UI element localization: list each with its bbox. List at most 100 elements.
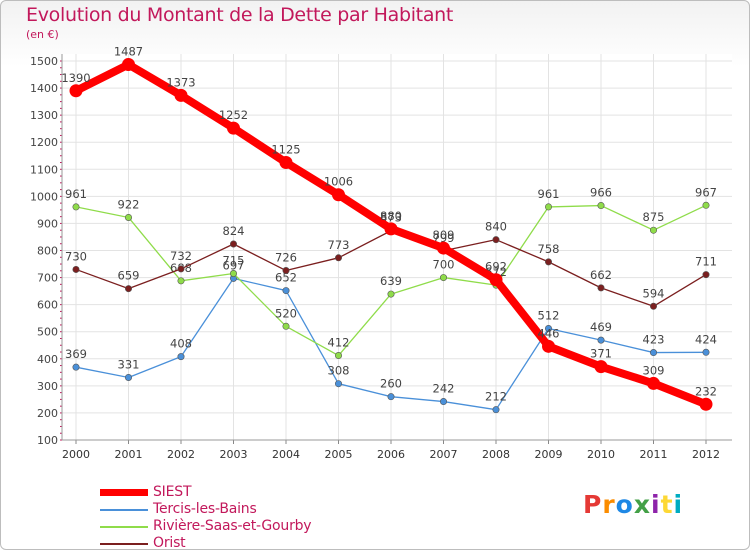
y-tick-label: 800 <box>37 245 58 258</box>
data-point-siest <box>279 156 293 170</box>
legend-swatch <box>100 509 148 511</box>
x-tick-label: 2006 <box>377 448 405 461</box>
data-point-siest <box>384 222 398 236</box>
data-point-tercis-les-bains <box>439 398 447 406</box>
data-label-siest: 809 <box>433 228 455 242</box>
data-point-siest <box>174 88 188 102</box>
logo-letter: x <box>633 490 651 519</box>
legend-label: Orist <box>153 535 186 551</box>
data-label-siest: 692 <box>485 260 507 274</box>
x-tick-label: 2001 <box>115 448 143 461</box>
data-label-siest: 1006 <box>324 175 353 189</box>
x-tick-label: 2000 <box>62 448 90 461</box>
data-point-tercis-les-bains <box>702 348 710 356</box>
data-label-tercis-les-bains: 369 <box>65 347 87 361</box>
data-label-riviere-saas-et-gourby: 639 <box>380 274 402 288</box>
data-point-tercis-les-bains <box>282 287 290 295</box>
data-label-riviere-saas-et-gourby: 520 <box>275 306 297 320</box>
data-label-tercis-les-bains: 697 <box>223 258 245 272</box>
data-point-riviere-saas-et-gourby <box>649 226 657 234</box>
data-label-orist: 799 <box>433 231 455 245</box>
x-tick-label: 2009 <box>535 448 563 461</box>
data-point-orist <box>230 240 238 248</box>
data-point-riviere-saas-et-gourby <box>439 274 447 282</box>
data-label-tercis-les-bains: 242 <box>433 382 455 396</box>
data-point-siest <box>489 273 503 287</box>
data-point-tercis-les-bains <box>177 353 185 361</box>
data-label-riviere-saas-et-gourby: 967 <box>695 185 717 199</box>
logo-letter: i <box>651 490 661 519</box>
data-label-siest: 1125 <box>271 143 300 157</box>
data-label-tercis-les-bains: 331 <box>118 357 140 371</box>
data-label-riviere-saas-et-gourby: 922 <box>118 197 140 211</box>
data-label-siest: 1373 <box>166 75 195 89</box>
y-tick-label: 1500 <box>30 55 58 68</box>
data-point-riviere-saas-et-gourby <box>702 201 710 209</box>
legend-label: Rivière-Saas-et-Gourby <box>153 518 312 534</box>
data-point-orist <box>282 267 290 275</box>
data-label-orist: 594 <box>643 286 665 300</box>
data-point-riviere-saas-et-gourby <box>72 203 80 211</box>
data-point-siest <box>594 360 608 374</box>
data-label-siest: 232 <box>695 384 717 398</box>
data-label-orist: 840 <box>485 220 507 234</box>
x-tick-label: 2011 <box>640 448 668 461</box>
legend-swatch <box>100 489 148 496</box>
chart-unit-label: (en €) <box>26 28 59 41</box>
data-point-riviere-saas-et-gourby <box>544 203 552 211</box>
data-point-orist <box>649 302 657 310</box>
x-tick-label: 2010 <box>587 448 615 461</box>
data-point-riviere-saas-et-gourby <box>282 322 290 330</box>
data-point-siest <box>122 58 135 72</box>
y-tick-label: 100 <box>37 434 58 447</box>
legend-label: SIEST <box>153 484 192 500</box>
data-point-riviere-saas-et-gourby <box>387 290 395 298</box>
data-point-tercis-les-bains <box>125 373 133 381</box>
data-label-siest: 446 <box>538 326 560 340</box>
data-label-orist: 711 <box>695 255 717 269</box>
data-label-tercis-les-bains: 469 <box>590 320 612 334</box>
data-label-tercis-les-bains: 408 <box>170 337 192 351</box>
data-point-orist <box>702 271 710 279</box>
data-point-riviere-saas-et-gourby <box>230 270 238 278</box>
logo-letter: o <box>615 490 634 519</box>
data-label-orist: 659 <box>118 269 140 283</box>
data-point-siest <box>332 188 345 202</box>
data-point-tercis-les-bains <box>649 349 657 357</box>
logo-letter: P <box>583 490 603 519</box>
data-label-tercis-les-bains: 212 <box>485 390 507 404</box>
data-label-orist: 730 <box>65 249 87 263</box>
logo-letter: r <box>602 490 616 519</box>
data-label-orist: 773 <box>328 238 350 252</box>
data-label-tercis-les-bains: 423 <box>643 333 665 347</box>
data-label-siest: 309 <box>643 363 665 377</box>
data-point-tercis-les-bains <box>334 380 342 388</box>
data-label-tercis-les-bains: 424 <box>695 332 717 346</box>
data-label-siest: 1252 <box>219 108 248 122</box>
data-label-orist: 726 <box>275 251 297 265</box>
x-tick-label: 2005 <box>325 448 353 461</box>
y-tick-label: 300 <box>37 380 58 393</box>
x-tick-label: 2008 <box>482 448 510 461</box>
y-tick-label: 1000 <box>30 190 58 203</box>
legend-swatch <box>100 526 148 528</box>
y-tick-label: 900 <box>37 217 58 230</box>
data-label-riviere-saas-et-gourby: 875 <box>643 210 665 224</box>
data-point-riviere-saas-et-gourby <box>334 352 342 360</box>
data-label-orist: 732 <box>170 249 192 263</box>
data-point-orist <box>597 284 605 292</box>
proxiti-logo: Proxiti <box>583 490 683 519</box>
data-point-orist <box>334 254 342 262</box>
data-label-orist: 758 <box>538 242 560 256</box>
data-point-siest <box>227 121 240 135</box>
data-label-orist: 662 <box>590 268 612 282</box>
data-label-orist: 824 <box>223 224 245 238</box>
data-point-tercis-les-bains <box>72 363 80 371</box>
y-tick-label: 500 <box>37 326 58 339</box>
data-label-siest: 1390 <box>61 71 90 85</box>
y-tick-label: 1400 <box>30 82 58 95</box>
data-label-riviere-saas-et-gourby: 966 <box>590 186 612 200</box>
data-point-siest <box>542 339 555 353</box>
legend-swatch <box>100 543 148 545</box>
